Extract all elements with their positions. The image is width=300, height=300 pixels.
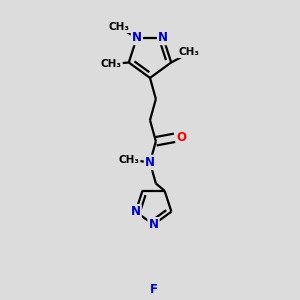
Text: CH₃: CH₃ [178,47,199,57]
Text: CH₃: CH₃ [118,155,140,165]
Text: N: N [158,31,168,44]
Text: F: F [149,283,158,296]
Text: N: N [145,156,155,169]
Text: N: N [148,218,158,231]
Text: CH₃: CH₃ [101,59,122,69]
Text: CH₃: CH₃ [109,22,130,32]
Text: O: O [177,131,187,144]
Text: N: N [132,31,142,44]
Text: N: N [131,205,141,218]
